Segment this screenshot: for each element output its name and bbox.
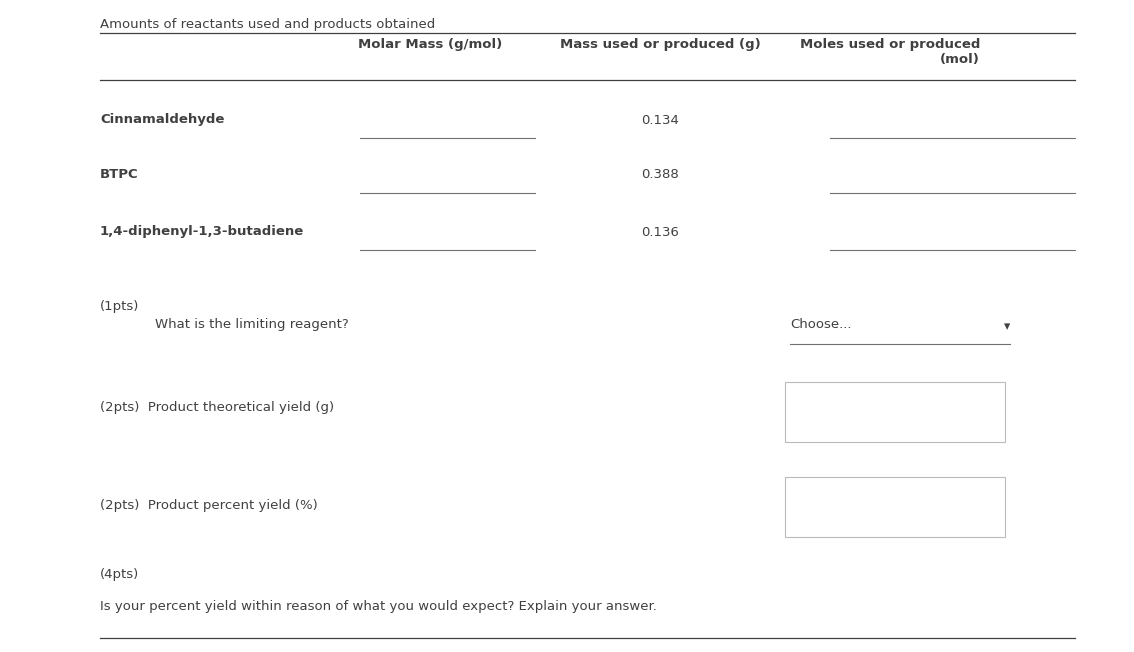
Text: Choose...: Choose...: [790, 318, 852, 331]
Bar: [785, 382, 1005, 442]
Text: Cinnamaldehyde: Cinnamaldehyde: [100, 113, 225, 126]
Text: Mass used or produced (g): Mass used or produced (g): [559, 38, 761, 51]
Text: What is the limiting reagent?: What is the limiting reagent?: [155, 318, 349, 331]
Bar: [785, 477, 1005, 537]
Text: Is your percent yield within reason of what you would expect? Explain your answe: Is your percent yield within reason of w…: [100, 600, 657, 613]
Text: (1pts): (1pts): [100, 300, 139, 313]
Text: 0.388: 0.388: [641, 168, 679, 181]
Text: ▾: ▾: [1004, 320, 1010, 333]
Text: (2pts)  Product theoretical yield (g): (2pts) Product theoretical yield (g): [100, 402, 335, 415]
Text: Moles used or produced
(mol): Moles used or produced (mol): [799, 38, 980, 66]
Text: Amounts of reactants used and products obtained: Amounts of reactants used and products o…: [100, 18, 435, 31]
Text: 1,4-diphenyl-1,3-butadiene: 1,4-diphenyl-1,3-butadiene: [100, 226, 304, 239]
Text: 0.136: 0.136: [641, 226, 679, 239]
Text: (2pts)  Product percent yield (%): (2pts) Product percent yield (%): [100, 499, 318, 512]
Text: BTPC: BTPC: [100, 168, 138, 181]
Text: Molar Mass (g/mol): Molar Mass (g/mol): [358, 38, 502, 51]
Text: (4pts): (4pts): [100, 568, 139, 581]
Text: 0.134: 0.134: [641, 113, 679, 126]
